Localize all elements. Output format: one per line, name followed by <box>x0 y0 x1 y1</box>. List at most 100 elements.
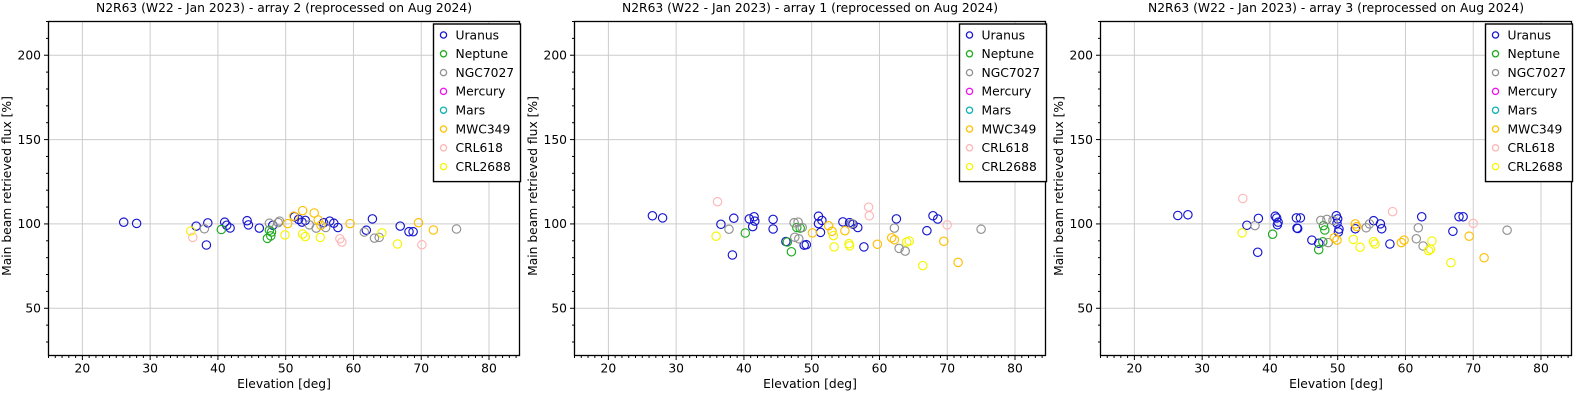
data-point <box>242 215 252 226</box>
legend-box <box>1484 23 1574 183</box>
legend-entry-NGC7027: NGC7027 <box>439 66 514 80</box>
legend-label: CRL618 <box>982 141 1029 155</box>
data-point <box>1479 253 1489 263</box>
legend-marker-Mars <box>1491 106 1500 114</box>
data-point <box>744 214 755 224</box>
data-point <box>417 239 427 250</box>
data-point <box>1316 215 1326 226</box>
data-point <box>254 223 265 233</box>
y-tick-label: 50 <box>25 301 41 315</box>
data-point <box>727 250 738 260</box>
legend: Uranus Neptune NGC7027 Mercury Mars MWC349 CRL… <box>1484 23 1574 183</box>
data-point <box>1332 214 1343 224</box>
legend-label: MWC349 <box>982 122 1037 136</box>
series-Uranus <box>118 212 418 250</box>
data-point <box>377 228 387 238</box>
legend-entry-Neptune: Neptune <box>439 47 508 61</box>
data-point <box>724 224 734 234</box>
series-CRL2688 <box>711 230 928 271</box>
legend-label: Mercury <box>1508 85 1558 99</box>
plot-title: N2R63 (W22 - Jan 2023) - array 2 (reproc… <box>96 1 472 15</box>
data-point <box>1238 193 1248 204</box>
data-point <box>1313 244 1324 255</box>
data-point <box>807 228 818 238</box>
data-point <box>647 211 658 221</box>
legend-marker-Neptune <box>1491 50 1500 58</box>
data-point <box>404 226 414 237</box>
legend-marker-CRL618 <box>1491 144 1500 152</box>
y-tick-label: 100 <box>1070 217 1093 231</box>
data-point <box>1351 221 1362 232</box>
data-point <box>199 224 210 234</box>
y-tick-label: 150 <box>544 133 567 147</box>
x-tick-label: 30 <box>142 362 158 376</box>
legend-label: CRL2688 <box>982 160 1037 174</box>
series-Neptune <box>1267 220 1330 255</box>
x-axis-label: Elevation [deg] <box>1289 377 1383 391</box>
data-point <box>953 257 963 268</box>
x-axis-label: Elevation [deg] <box>237 377 331 391</box>
data-point <box>829 242 839 252</box>
data-point <box>1250 220 1260 231</box>
legend-marker-CRL2688 <box>439 162 448 171</box>
legend-entry-MWC349: MWC349 <box>965 122 1037 136</box>
data-points <box>1173 193 1512 268</box>
series-CRL618 <box>712 196 952 230</box>
legend-entry-CRL618: CRL618 <box>965 141 1029 155</box>
data-point <box>188 232 198 243</box>
legend-entry-CRL618: CRL618 <box>439 141 503 155</box>
legend-marker-Uranus <box>965 31 974 39</box>
data-point <box>280 230 290 240</box>
legend: Uranus Neptune NGC7027 Mercury Mars MWC349 CRL… <box>958 23 1048 183</box>
data-point <box>316 220 326 231</box>
series-Neptune <box>216 224 277 244</box>
data-point <box>1318 237 1328 247</box>
y-tick-label: 100 <box>544 217 567 231</box>
data-point <box>872 239 883 250</box>
legend-label: CRL2688 <box>1508 160 1563 174</box>
y-tick-label: 200 <box>18 48 41 62</box>
data-point <box>729 213 739 223</box>
legend-marker-NGC7027 <box>1491 68 1500 77</box>
legend-marker-MWC349 <box>1491 125 1500 133</box>
data-point <box>1267 229 1278 239</box>
x-tick-label: 50 <box>278 362 294 376</box>
data-point <box>1322 214 1332 225</box>
legend-label: CRL618 <box>456 141 503 155</box>
data-point <box>976 224 986 234</box>
plot-title: N2R63 (W22 - Jan 2023) - array 1 (reproc… <box>622 1 998 15</box>
legend-entry-MWC349: MWC349 <box>1491 122 1562 136</box>
legend-entry-CRL2688: CRL2688 <box>1491 160 1563 174</box>
data-point <box>1370 239 1380 249</box>
x-tick-label: 80 <box>1007 362 1023 376</box>
data-point <box>801 239 812 250</box>
data-point <box>225 223 235 233</box>
data-point <box>1427 236 1437 246</box>
legend-label: Neptune <box>1508 47 1561 61</box>
plot-panel-array-2: N2R63 (W22 - Jan 2023) - array 2 (reproc… <box>0 0 526 400</box>
data-point <box>392 239 403 249</box>
legend-label: Mars <box>456 104 486 118</box>
data-point <box>942 220 952 230</box>
data-point <box>1348 234 1359 245</box>
data-point <box>844 241 855 251</box>
data-point <box>712 196 723 207</box>
legend-label: CRL2688 <box>456 160 511 174</box>
scatter-plot-array-1: 20 30 40 50 60 70 80 50 100 150 200 Uranus Neptune NG… <box>544 20 1048 376</box>
x-tick-label: 20 <box>601 362 617 376</box>
legend-marker-MWC349 <box>965 125 974 133</box>
data-point <box>1446 257 1456 268</box>
x-tick-label: 40 <box>736 362 752 376</box>
data-point <box>1295 213 1306 223</box>
data-point <box>333 222 343 233</box>
data-point <box>790 232 800 243</box>
data-point <box>273 217 283 228</box>
legend-label: Uranus <box>1508 28 1552 42</box>
series-CRL2688 <box>186 226 403 249</box>
data-point <box>313 215 323 225</box>
data-point <box>1368 237 1379 247</box>
data-point <box>1376 224 1387 234</box>
data-point <box>345 218 355 229</box>
x-tick-label: 80 <box>1533 362 1549 376</box>
